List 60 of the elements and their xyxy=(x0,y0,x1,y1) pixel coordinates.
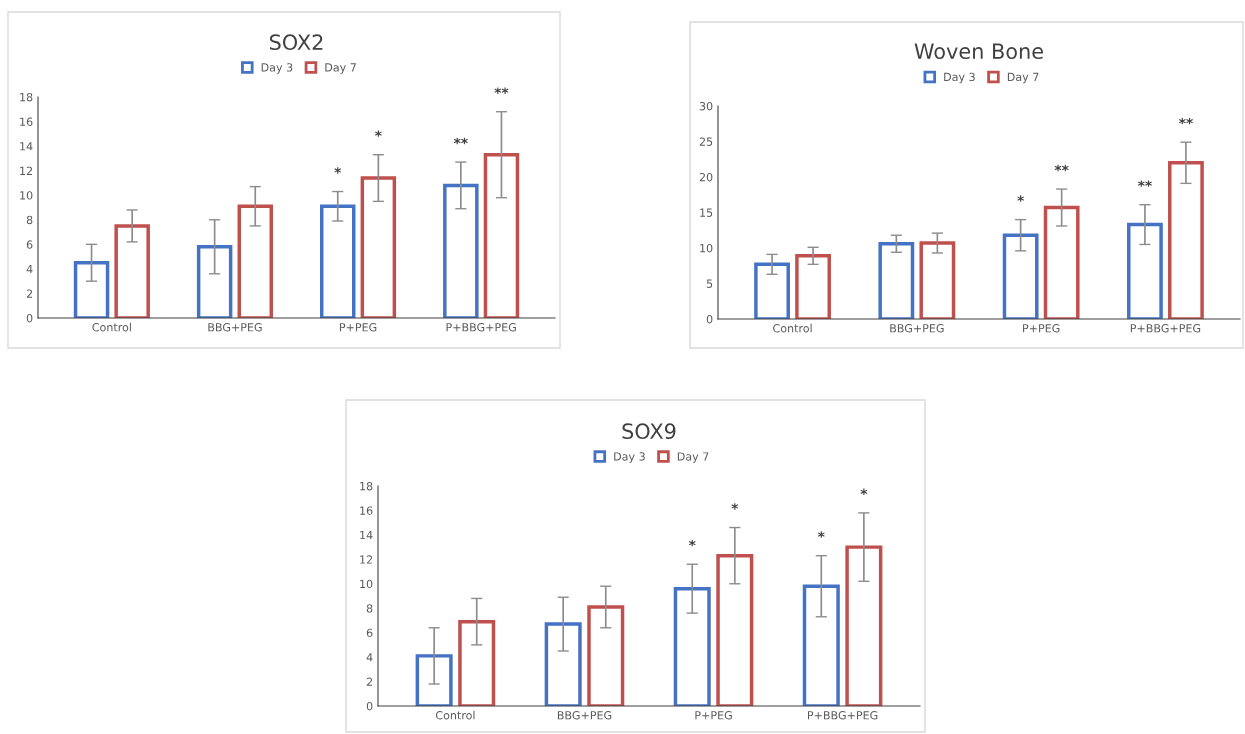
x-tick-label: BBG+PEG xyxy=(890,324,944,333)
y-tick-label: 18 xyxy=(360,481,373,491)
annotation: ** xyxy=(1178,117,1193,125)
y-tick-label: 14 xyxy=(20,142,33,151)
x-tick-label: Control xyxy=(773,323,812,333)
y-tick-label: 12 xyxy=(360,555,373,564)
annotation: ** xyxy=(1054,164,1069,172)
y-tick-label: 8 xyxy=(366,604,373,613)
annotation: * xyxy=(817,531,825,538)
chart-title: SOX9 xyxy=(622,423,676,440)
y-tick-label: 14 xyxy=(360,531,373,540)
y-tick-label: 12 xyxy=(20,166,33,175)
x-tick-label: P+PEG xyxy=(1023,324,1060,333)
x-tick-label: P+PEG xyxy=(695,711,732,720)
y-tick-label: 6 xyxy=(366,628,373,638)
y-tick-label: 2 xyxy=(366,677,373,686)
y-tick-label: 10 xyxy=(20,191,33,200)
y-tick-label: 16 xyxy=(20,117,33,126)
x-tick-label: P+BBG+PEG xyxy=(1130,324,1201,333)
annotation: * xyxy=(731,503,739,510)
x-tick-label: P+PEG xyxy=(339,323,377,332)
annotation: ** xyxy=(453,137,468,145)
y-tick-label: 10 xyxy=(360,579,373,589)
x-tick-label: P+BBG+PEG xyxy=(446,323,516,332)
y-tick-label: 2 xyxy=(26,289,33,298)
annotation: ** xyxy=(1137,180,1152,187)
legend-label: Day 7 xyxy=(677,452,709,463)
y-tick-label: 4 xyxy=(366,653,373,662)
y-tick-label: 18 xyxy=(20,92,33,102)
x-tick-label: Control xyxy=(435,710,475,720)
annotation: * xyxy=(860,488,868,496)
x-tick-label: BBG+PEG xyxy=(557,711,612,720)
legend-label: Day 3 xyxy=(261,63,293,74)
y-tick-label: 6 xyxy=(26,240,33,249)
legend-label: Day 7 xyxy=(325,63,356,74)
y-tick-label: 5 xyxy=(706,279,713,288)
y-tick-label: 20 xyxy=(699,172,713,182)
y-tick-label: 10 xyxy=(700,243,713,253)
y-tick-label: 0 xyxy=(26,313,33,323)
y-tick-label: 25 xyxy=(699,137,713,146)
y-tick-label: 8 xyxy=(26,215,33,225)
annotation: * xyxy=(334,167,342,174)
annotation: * xyxy=(1017,195,1024,202)
y-tick-label: 30 xyxy=(699,101,713,111)
x-tick-label: Control xyxy=(92,322,131,332)
y-tick-label: 0 xyxy=(706,314,713,324)
y-tick-label: 16 xyxy=(360,506,373,515)
x-tick-label: P+BBG+PEG xyxy=(808,711,878,720)
annotation: * xyxy=(688,539,696,547)
y-tick-label: 4 xyxy=(26,265,33,274)
chart-title: Woven Bone xyxy=(914,43,1043,60)
annotation: * xyxy=(375,130,382,137)
text: ** xyxy=(494,87,509,94)
y-tick-label: 0 xyxy=(366,701,373,711)
legend-label: Day 7 xyxy=(1007,72,1039,84)
chart-title: SOX2 xyxy=(269,34,323,51)
legend-label: Day 3 xyxy=(944,72,975,84)
legend-label: Day 3 xyxy=(614,452,645,463)
x-tick-label: BBG+PEG xyxy=(208,323,262,332)
y-tick-label: 15 xyxy=(700,208,713,217)
